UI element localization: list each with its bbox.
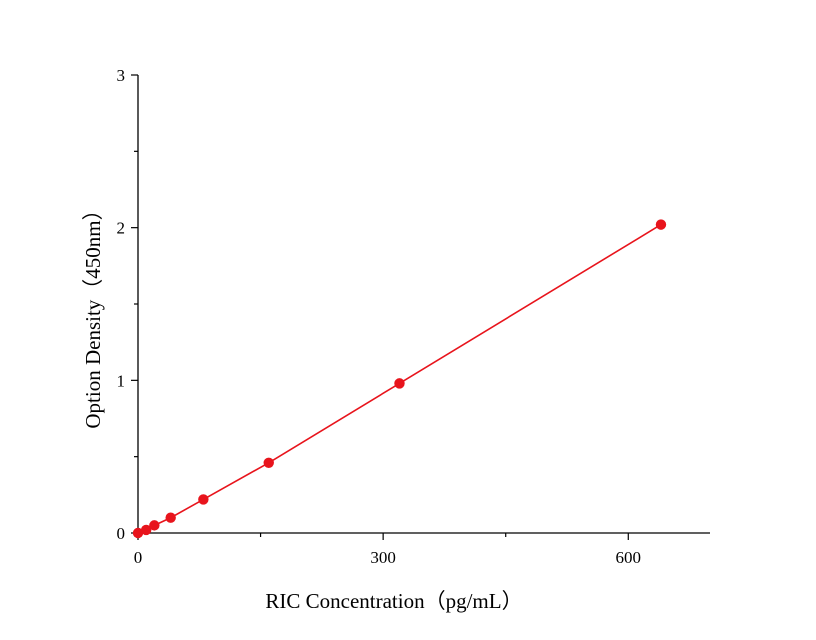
x-tick-label: 0 xyxy=(134,548,143,567)
x-tick-label: 600 xyxy=(616,548,642,567)
axes xyxy=(137,75,710,534)
y-axis-title: Option Density（450nm） xyxy=(81,199,105,428)
data-point xyxy=(655,219,667,230)
data-point xyxy=(263,457,274,468)
x-tick-label: 300 xyxy=(370,548,396,567)
data-point xyxy=(394,378,405,389)
x-axis-title: RIC Concentration（pg/mL） xyxy=(265,589,522,613)
data-point xyxy=(165,512,176,523)
data-point xyxy=(132,527,144,539)
data-point xyxy=(198,494,209,505)
data-points xyxy=(132,219,667,539)
data-point xyxy=(149,520,160,531)
y-tick-label: 1 xyxy=(117,371,126,390)
ticks: 0 300 600 0 1 2 3 xyxy=(117,66,642,567)
data-point xyxy=(140,524,152,536)
y-tick-label: 0 xyxy=(117,524,126,543)
y-tick-label: 3 xyxy=(117,66,126,85)
y-tick-label: 2 xyxy=(117,219,126,238)
